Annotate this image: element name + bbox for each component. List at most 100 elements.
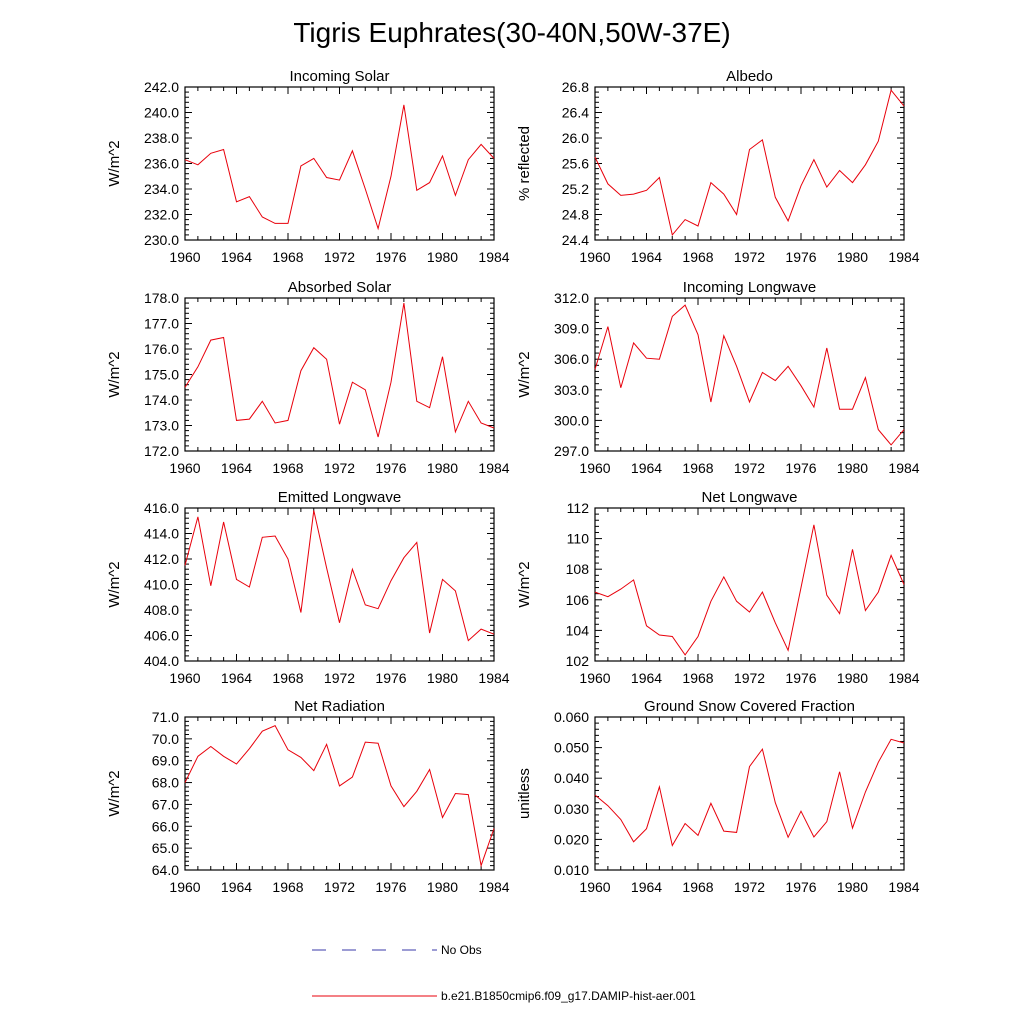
y-tick-label: 102	[566, 653, 590, 669]
x-tick-label: 1972	[734, 670, 765, 686]
y-tick-label: 26.8	[562, 79, 589, 95]
y-tick-label: 412.0	[144, 551, 179, 567]
y-tick-label: 69.0	[152, 753, 179, 769]
x-tick-label: 1964	[631, 670, 662, 686]
y-axis-label: W/m^2	[106, 770, 123, 816]
x-tick-label: 1980	[837, 460, 868, 476]
panel-title: Net Radiation	[294, 698, 385, 715]
y-tick-label: 25.2	[562, 181, 589, 197]
panel-title: Absorbed Solar	[288, 279, 391, 296]
y-tick-label: 24.4	[562, 232, 589, 248]
y-tick-label: 106	[566, 592, 590, 608]
y-axis-label: % reflected	[516, 126, 533, 201]
panel-title: Emitted Longwave	[278, 489, 401, 506]
x-tick-label: 1972	[324, 460, 355, 476]
y-tick-label: 176.0	[144, 341, 179, 357]
y-tick-label: 24.8	[562, 207, 589, 223]
panel-1: Albedo % reflected 1960 1964 1968 1972 1976 198…	[516, 68, 920, 265]
x-tick-label: 1968	[682, 249, 713, 265]
x-tick-label: 1980	[837, 670, 868, 686]
y-tick-label: 110	[567, 531, 590, 547]
x-tick-label: 1980	[427, 879, 458, 895]
plot-frame	[594, 716, 905, 871]
x-tick-label: 1980	[427, 249, 458, 265]
y-tick-label: 25.6	[562, 156, 589, 172]
series-line	[594, 738, 905, 847]
x-tick-label: 1984	[478, 670, 509, 686]
y-tick-label: 68.0	[152, 775, 179, 791]
y-tick-label: 66.0	[152, 818, 179, 834]
y-tick-label: 26.0	[562, 130, 589, 146]
y-tick-label: 173.0	[144, 418, 179, 434]
x-tick-label: 1968	[682, 460, 713, 476]
x-tick-label: 1972	[324, 670, 355, 686]
panel-title: Net Longwave	[702, 489, 798, 506]
x-tick-label: 1960	[579, 670, 610, 686]
legend-label-0: No Obs	[441, 943, 482, 957]
x-tick-label: 1980	[837, 249, 868, 265]
y-tick-label: 108	[566, 561, 590, 577]
series-line	[594, 524, 905, 656]
y-axis-label: W/m^2	[106, 561, 123, 607]
y-tick-label: 309.0	[554, 321, 589, 337]
y-tick-label: 175.0	[144, 367, 179, 383]
x-tick-label: 1968	[682, 670, 713, 686]
y-tick-label: 65.0	[152, 840, 179, 856]
x-tick-label: 1976	[375, 670, 406, 686]
x-tick-label: 1980	[837, 879, 868, 895]
panel-title: Incoming Solar	[289, 68, 389, 85]
y-tick-label: 0.030	[554, 801, 589, 817]
y-tick-label: 64.0	[152, 862, 179, 878]
y-axis-label: W/m^2	[106, 140, 123, 186]
x-tick-label: 1964	[221, 879, 252, 895]
x-tick-label: 1968	[272, 249, 303, 265]
x-tick-label: 1972	[734, 460, 765, 476]
x-tick-label: 1980	[427, 670, 458, 686]
x-tick-label: 1964	[631, 460, 662, 476]
panel-2: Absorbed Solar W/m^2 1960 1964 1968 1972 1976 1…	[106, 279, 510, 476]
x-tick-label: 1960	[169, 670, 200, 686]
x-tick-label: 1972	[324, 879, 355, 895]
y-tick-label: 410.0	[144, 577, 179, 593]
y-tick-label: 177.0	[144, 316, 179, 332]
panel-title: Albedo	[726, 68, 773, 85]
x-tick-label: 1984	[888, 249, 919, 265]
y-tick-label: 0.040	[554, 770, 589, 786]
series-line	[184, 104, 495, 231]
y-tick-label: 230.0	[144, 232, 179, 248]
x-tick-label: 1976	[785, 460, 816, 476]
x-tick-label: 1960	[169, 879, 200, 895]
y-axis-label: W/m^2	[516, 561, 533, 607]
y-tick-label: 26.4	[562, 105, 589, 121]
plot-frame	[184, 86, 495, 241]
legend: No Obs b.e21.B1850cmip6.f09_g17.DAMIP-his…	[312, 943, 696, 1003]
x-tick-label: 1960	[169, 460, 200, 476]
y-tick-label: 312.0	[554, 290, 589, 306]
x-tick-label: 1984	[888, 670, 919, 686]
x-tick-label: 1976	[785, 249, 816, 265]
panel-title: Incoming Longwave	[683, 279, 816, 296]
x-tick-label: 1976	[375, 879, 406, 895]
x-tick-label: 1964	[631, 249, 662, 265]
y-tick-label: 0.010	[554, 862, 589, 878]
x-tick-label: 1976	[785, 670, 816, 686]
x-tick-label: 1980	[427, 460, 458, 476]
x-tick-label: 1972	[734, 249, 765, 265]
x-tick-label: 1968	[682, 879, 713, 895]
y-tick-label: 408.0	[144, 602, 179, 618]
series-line	[184, 510, 495, 642]
x-tick-label: 1984	[888, 879, 919, 895]
y-tick-label: 297.0	[554, 443, 589, 459]
figure-title: Tigris Euphrates(30-40N,50W-37E)	[293, 17, 730, 48]
x-tick-label: 1972	[324, 249, 355, 265]
series-line	[184, 303, 495, 438]
y-tick-label: 234.0	[144, 181, 179, 197]
series-line	[184, 725, 495, 868]
x-tick-label: 1960	[579, 879, 610, 895]
panel-6: Net Radiation W/m^2 1960 1964 1968 1972 1976 19…	[106, 698, 510, 895]
y-axis-label: W/m^2	[106, 351, 123, 397]
y-tick-label: 414.0	[144, 526, 179, 542]
y-tick-label: 70.0	[152, 731, 179, 747]
x-tick-label: 1960	[169, 249, 200, 265]
